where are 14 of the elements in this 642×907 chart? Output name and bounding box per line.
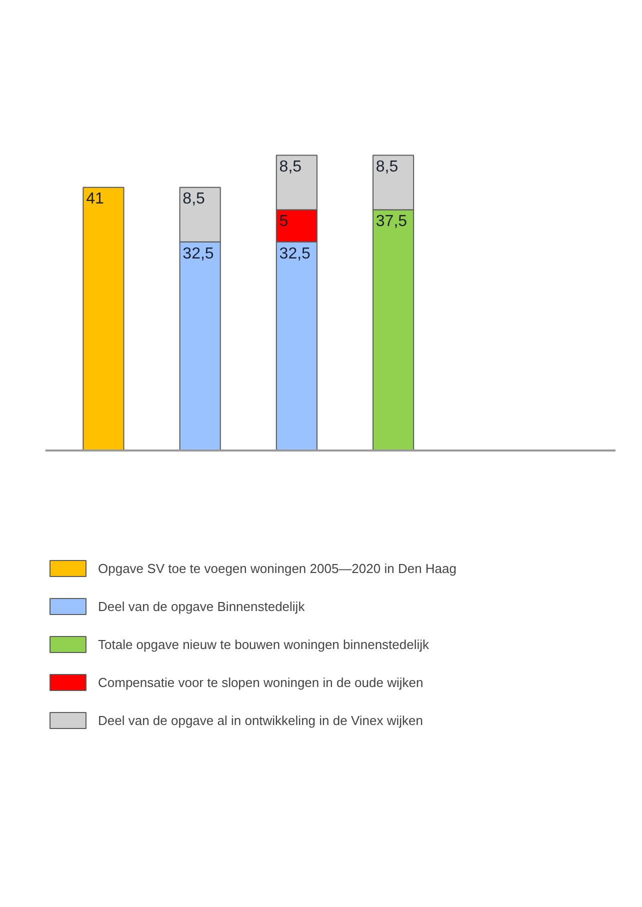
legend-label: Totale opgave nieuw te bouwen woningen binnenstedelijk (98, 636, 430, 652)
legend-label: Compensatie voor te slopen woningen in de oude wijken (98, 674, 424, 690)
data-label: 32,5 (279, 245, 311, 262)
legend-label: Deel van de opgave al in ontwikkeling in de Vinex wijken (98, 712, 423, 728)
data-label: 41 (86, 190, 104, 208)
data-label: 5 (279, 213, 288, 230)
legend-label: Opgave SV toe te voegen woningen 2005—2020 in Den Haag (98, 560, 456, 576)
data-label: 37,5 (376, 213, 408, 230)
legend-label: Deel van de opgave Binnenstedelijk (98, 598, 305, 614)
data-label: 32,5 (182, 245, 214, 262)
data-label: 8,5 (279, 158, 302, 176)
data-label: 8,5 (376, 158, 398, 176)
bar (82, 186, 124, 451)
data-label: 8,5 (182, 190, 206, 208)
